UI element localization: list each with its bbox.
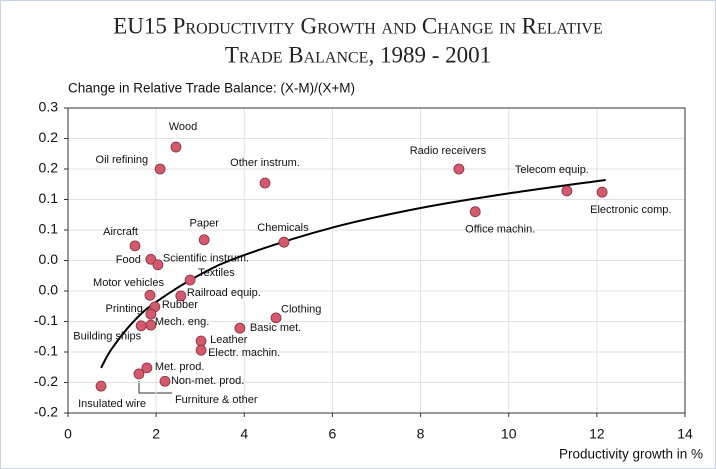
- x-tick-label: 10: [501, 426, 517, 442]
- point-label: Paper: [190, 218, 220, 230]
- point: [135, 320, 147, 332]
- point-label: Radio receivers: [410, 145, 487, 157]
- point-label: Furniture & other: [175, 394, 258, 406]
- point-label: Aircraft: [103, 226, 138, 238]
- point: [145, 308, 157, 320]
- point: [144, 289, 156, 301]
- point-label: Basic met.: [250, 322, 301, 334]
- point: [154, 163, 166, 175]
- x-tick-label: 0: [64, 426, 72, 442]
- point: [95, 380, 107, 392]
- y-tick-label: 0.2: [39, 129, 59, 145]
- point: [152, 259, 164, 271]
- point-label: Office machin.: [465, 224, 535, 236]
- x-tick-label: 14: [677, 426, 693, 442]
- point: [278, 236, 290, 248]
- y-tick-label: 0.0: [39, 282, 59, 298]
- point: [133, 368, 145, 380]
- point-label: Leather: [210, 334, 248, 346]
- point-label: Food: [116, 254, 141, 266]
- label-connector: [138, 381, 172, 394]
- y-tick-label: 0.2: [39, 160, 59, 176]
- x-tick-label: 6: [329, 426, 337, 442]
- point-label: Electronic comp.: [590, 204, 671, 216]
- point-label: Railroad equip.: [187, 287, 261, 299]
- chart-title-line: EU15 Productivity Growth and Change in R…: [113, 13, 603, 38]
- point-label: Printing: [106, 303, 143, 315]
- x-tick-label: 2: [152, 426, 160, 442]
- point-label: Clothing: [281, 304, 321, 316]
- point: [234, 322, 246, 334]
- point-label: Motor vehicles: [93, 277, 164, 289]
- point: [175, 290, 187, 302]
- chart-title-line: Trade Balance, 1989 - 2001: [225, 42, 491, 67]
- point: [145, 253, 157, 265]
- plot-border: [67, 107, 686, 414]
- point-label: Other instrum.: [230, 157, 300, 169]
- y-tick-label: 0.1: [39, 190, 59, 206]
- point-label: Wood: [169, 121, 198, 133]
- point-label: Mech. eng.: [155, 316, 209, 328]
- point: [159, 375, 171, 387]
- point: [453, 163, 465, 175]
- point-label: Textiles: [198, 267, 235, 279]
- point-label: Oil refining: [96, 154, 149, 166]
- point: [561, 185, 573, 197]
- y-axis-label: Change in Relative Trade Balance: (X-M)/…: [68, 81, 355, 96]
- y-tick-label: -0.2: [34, 404, 58, 420]
- point-label: Rubber: [162, 299, 198, 311]
- y-tick-label: -0.1: [34, 312, 58, 328]
- point: [195, 335, 207, 347]
- point: [129, 240, 141, 252]
- point: [184, 274, 196, 286]
- y-tick-label: 0.1: [39, 221, 59, 237]
- trend-line: [100, 178, 606, 369]
- point: [596, 186, 608, 198]
- x-axis-label: Productivity growth in %: [559, 447, 703, 462]
- point-label: Building ships: [73, 331, 141, 343]
- point: [259, 177, 271, 189]
- point-label: Scientific instrum.: [163, 253, 249, 265]
- point: [198, 234, 210, 246]
- point-label: Telecom equip.: [515, 164, 589, 176]
- point-label: Chemicals: [257, 222, 309, 234]
- point: [270, 312, 282, 324]
- point-label: Non-met. prod.: [171, 375, 244, 387]
- x-tick-label: 8: [417, 426, 425, 442]
- point-label: Electr. machin.: [208, 347, 280, 359]
- y-tick-label: -0.1: [34, 343, 58, 359]
- point-label: Insulated wire: [78, 398, 146, 410]
- y-tick-label: 0.0: [39, 251, 59, 267]
- point: [195, 344, 207, 356]
- point: [141, 362, 153, 374]
- x-tick-label: 12: [589, 426, 605, 442]
- point: [170, 141, 182, 153]
- point-label: Met. prod.: [155, 361, 205, 373]
- y-tick-label: -0.2: [34, 373, 58, 389]
- x-tick-label: 4: [240, 426, 248, 442]
- point: [469, 206, 481, 218]
- y-tick-label: 0.3: [39, 99, 59, 115]
